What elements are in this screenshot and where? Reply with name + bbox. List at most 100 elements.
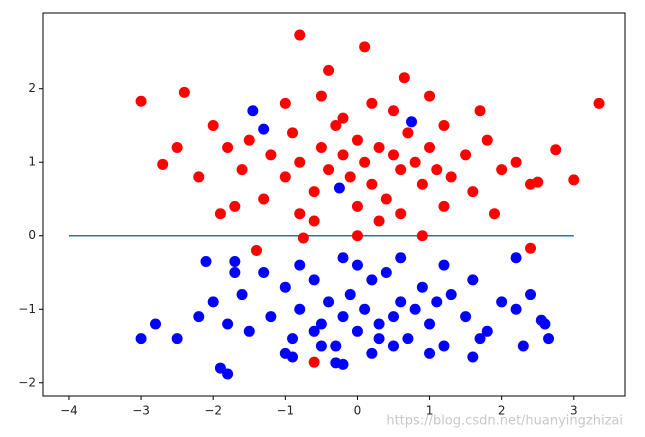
y-tick-label: 1 (28, 155, 36, 169)
point (398, 72, 410, 84)
point (279, 281, 291, 293)
point (315, 318, 327, 330)
point (359, 41, 371, 53)
point (431, 164, 443, 176)
point (279, 97, 291, 109)
point (330, 119, 342, 131)
point (359, 303, 371, 315)
point (178, 86, 190, 98)
point (135, 95, 147, 107)
point (330, 340, 342, 352)
y-tick-label: −1 (18, 302, 36, 316)
point (243, 134, 255, 146)
y-tick-label: −2 (18, 375, 36, 389)
point (279, 171, 291, 183)
point (171, 333, 183, 345)
point (402, 333, 414, 345)
point (193, 311, 205, 323)
point (438, 119, 450, 131)
y-tick-label: 0 (28, 228, 36, 242)
point (250, 244, 262, 256)
point (294, 259, 306, 271)
point (380, 193, 392, 205)
x-tick-label: −3 (132, 404, 150, 418)
point (568, 174, 580, 186)
point (438, 340, 450, 352)
point (344, 171, 356, 183)
point (229, 266, 241, 278)
point (460, 311, 472, 323)
point (366, 347, 378, 359)
point (297, 232, 309, 244)
point (229, 200, 241, 212)
point (510, 156, 522, 168)
point (344, 289, 356, 301)
point (395, 252, 407, 264)
x-tick-label: −1 (276, 404, 294, 418)
point (351, 230, 363, 242)
point (229, 255, 241, 267)
point (200, 255, 212, 267)
point (373, 142, 385, 154)
point (387, 149, 399, 161)
point (337, 252, 349, 264)
point (294, 156, 306, 168)
point (395, 296, 407, 308)
point (474, 105, 486, 117)
point (265, 149, 277, 161)
plot-frame (42, 12, 626, 397)
point (380, 266, 392, 278)
point (315, 340, 327, 352)
point (373, 215, 385, 227)
point (460, 149, 472, 161)
point (409, 303, 421, 315)
point (222, 142, 234, 154)
point (323, 296, 335, 308)
point (424, 318, 436, 330)
point (308, 186, 320, 198)
point (366, 97, 378, 109)
point (294, 303, 306, 315)
point (395, 208, 407, 220)
point (387, 340, 399, 352)
point (308, 356, 320, 368)
watermark: https://blog.csdn.net/huanyingzhizai (386, 414, 623, 429)
point (247, 105, 259, 117)
point (496, 164, 508, 176)
point (243, 325, 255, 337)
point (373, 318, 385, 330)
point (315, 142, 327, 154)
point (236, 164, 248, 176)
point (265, 311, 277, 323)
x-tick-label: 0 (354, 404, 362, 418)
x-tick-label: 3 (570, 404, 578, 418)
point (351, 259, 363, 271)
point (496, 296, 508, 308)
point (323, 164, 335, 176)
point (525, 178, 537, 190)
point (467, 186, 479, 198)
point (409, 156, 421, 168)
point (395, 164, 407, 176)
point (416, 230, 428, 242)
point (308, 215, 320, 227)
point (351, 134, 363, 146)
point (517, 340, 529, 352)
point (488, 208, 500, 220)
point (424, 90, 436, 102)
point (236, 289, 248, 301)
point (258, 193, 270, 205)
point (222, 368, 234, 380)
point (351, 325, 363, 337)
point (481, 134, 493, 146)
point (424, 142, 436, 154)
point (387, 105, 399, 117)
x-tick-label: −4 (60, 404, 78, 418)
point (416, 178, 428, 190)
point (337, 311, 349, 323)
point (543, 333, 555, 345)
point (550, 144, 562, 156)
point (287, 127, 299, 139)
point (438, 259, 450, 271)
point (222, 318, 234, 330)
